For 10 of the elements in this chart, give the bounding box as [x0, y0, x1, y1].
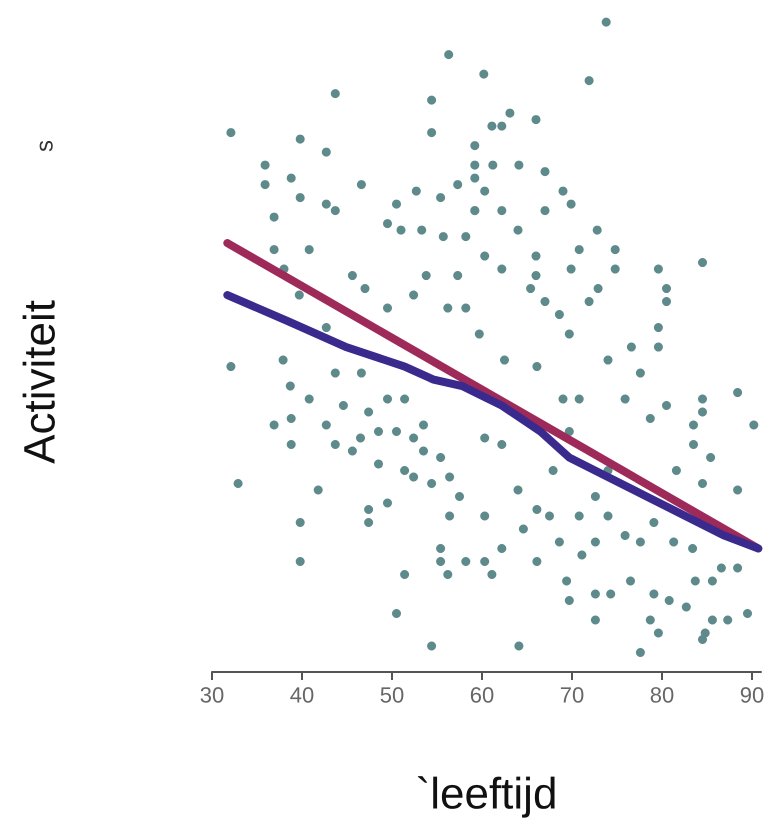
x-tick-label: 30: [200, 682, 224, 708]
x-tick-label: 70: [560, 682, 584, 708]
x-tick-label: 60: [470, 682, 494, 708]
x-axis-title: `leeftijd: [416, 770, 558, 818]
x-tick-label: 50: [380, 682, 404, 708]
text: s: [32, 140, 58, 152]
x-tick-label: 80: [650, 682, 674, 708]
x-tick-label: 90: [740, 682, 764, 708]
y-axis-title: Activiteit: [16, 300, 64, 464]
x-tick-label: 40: [290, 682, 314, 708]
